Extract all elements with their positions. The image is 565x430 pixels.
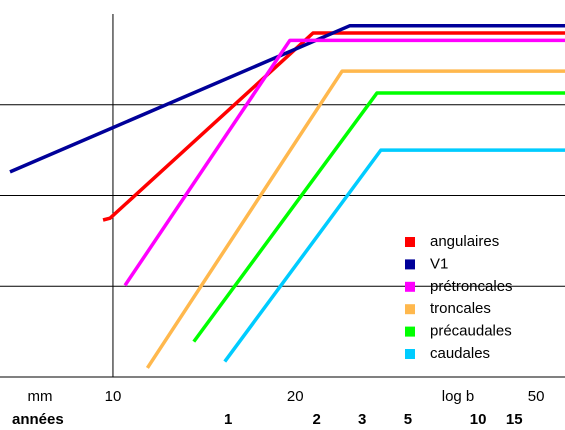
legend-label: V1 [430, 255, 448, 272]
legend-swatch [405, 281, 415, 292]
series-line [223, 148, 565, 363]
x-tick-label: 10 [105, 388, 122, 405]
year-tick-label: 2 [312, 411, 320, 428]
year-tick-label: 5 [404, 411, 412, 428]
legend-label: caudales [430, 345, 490, 362]
legend-swatch [405, 304, 415, 315]
legend-label: prétroncales [430, 278, 513, 295]
year-tick-label: 15 [506, 411, 523, 428]
series-line [102, 31, 565, 222]
series-line [192, 91, 565, 343]
legend-label: troncales [430, 300, 491, 317]
series-line [145, 69, 565, 369]
series-line [9, 24, 565, 174]
legend-label: précaudales [430, 323, 512, 340]
year-tick-label: 1 [224, 411, 232, 428]
years-label: années [12, 411, 64, 428]
legend-swatch [405, 237, 415, 247]
legend-swatch [405, 349, 415, 359]
x-tick-label: 20 [287, 388, 304, 405]
year-tick-label: 10 [470, 411, 487, 428]
y-axis-label: log b [442, 388, 475, 405]
x-axis-label: mm [28, 388, 53, 405]
legend-swatch [405, 326, 415, 337]
legend-label: angulaires [430, 233, 499, 250]
x-tick-label: 50 [528, 388, 545, 405]
series-line [123, 38, 565, 287]
year-tick-label: 3 [358, 411, 366, 428]
legend-swatch [405, 259, 415, 270]
